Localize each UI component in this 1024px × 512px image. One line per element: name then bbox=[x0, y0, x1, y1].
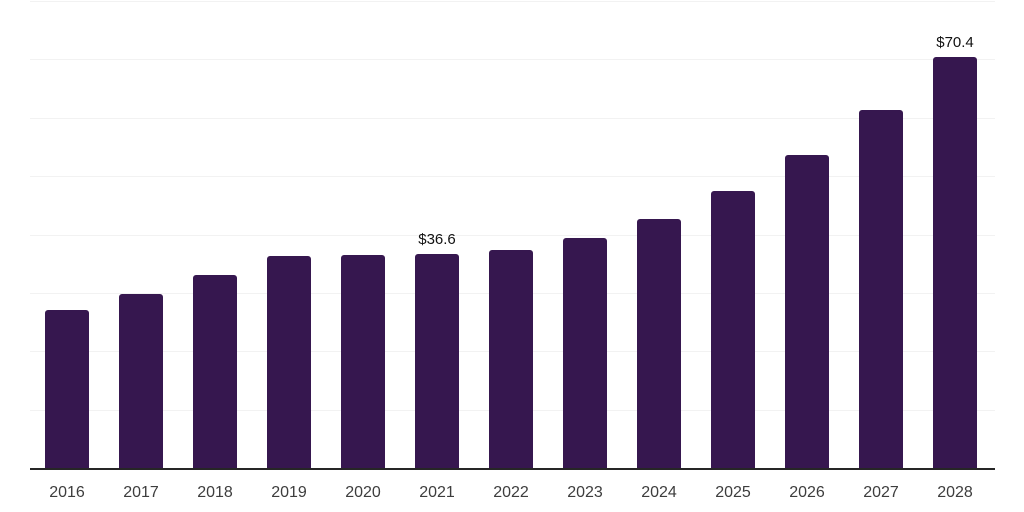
x-tick-label-2019: 2019 bbox=[271, 484, 307, 501]
bar-2023 bbox=[563, 238, 607, 468]
bar-slot-2022 bbox=[489, 1, 533, 468]
bar-slot-2019 bbox=[267, 1, 311, 468]
bar-slot-2028: $70.4 bbox=[933, 1, 977, 468]
x-tick-label-2025: 2025 bbox=[715, 484, 751, 501]
gridline bbox=[30, 117, 995, 119]
bar-slot-2018 bbox=[193, 1, 237, 468]
bar-2026 bbox=[785, 154, 829, 468]
bar-slot-2025 bbox=[711, 1, 755, 468]
bar-2027 bbox=[859, 110, 903, 468]
bar-2018 bbox=[193, 275, 237, 468]
x-tick-label-2022: 2022 bbox=[493, 484, 529, 501]
bar-2021 bbox=[415, 254, 459, 468]
x-tick-label-2026: 2026 bbox=[789, 484, 825, 501]
bar-slot-2027 bbox=[859, 1, 903, 468]
gridline bbox=[30, 1, 995, 2]
bar-value-label-2028: $70.4 bbox=[936, 34, 974, 52]
bar-slot-2023 bbox=[563, 1, 607, 468]
bar-slot-2016 bbox=[45, 1, 89, 468]
plot-area: $36.6 $70.4 bbox=[30, 1, 995, 468]
x-tick-label-2021: 2021 bbox=[419, 484, 455, 501]
bar-slot-2026 bbox=[785, 1, 829, 468]
gridline bbox=[30, 59, 995, 61]
bar-2028 bbox=[933, 57, 977, 468]
gridline bbox=[30, 234, 995, 236]
x-tick-label-2020: 2020 bbox=[345, 484, 381, 501]
bar-value-label-2021: $36.6 bbox=[418, 231, 456, 249]
x-tick-label-2023: 2023 bbox=[567, 484, 603, 501]
x-tick-label-2018: 2018 bbox=[197, 484, 233, 501]
bar-2019 bbox=[267, 255, 311, 468]
bar-2020 bbox=[341, 254, 385, 468]
x-tick-label-2024: 2024 bbox=[641, 484, 677, 501]
bar-2024 bbox=[637, 219, 681, 468]
bar-2016 bbox=[45, 309, 89, 468]
bar-2017 bbox=[119, 294, 163, 468]
bar-2025 bbox=[711, 191, 755, 468]
x-tick-label-2016: 2016 bbox=[49, 484, 85, 501]
x-axis-line bbox=[30, 468, 995, 470]
x-tick-label-2017: 2017 bbox=[123, 484, 159, 501]
x-tick-label-2028: 2028 bbox=[937, 484, 973, 501]
bar-2022 bbox=[489, 250, 533, 468]
bar-slot-2020 bbox=[341, 1, 385, 468]
gridline bbox=[30, 176, 995, 178]
bar-slot-2017 bbox=[119, 1, 163, 468]
bar-slot-2021: $36.6 bbox=[415, 1, 459, 468]
x-axis-labels: 2016 2017 2018 2019 2020 2021 2022 2023 2024 2025… bbox=[30, 484, 995, 504]
bar-slot-2024 bbox=[637, 1, 681, 468]
x-tick-label-2027: 2027 bbox=[863, 484, 899, 501]
